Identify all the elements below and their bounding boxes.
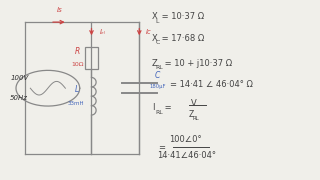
Text: L: L xyxy=(156,19,159,24)
Text: 100V: 100V xyxy=(10,75,28,81)
Text: Z: Z xyxy=(152,59,158,68)
Text: X: X xyxy=(152,12,158,21)
Text: 33mH: 33mH xyxy=(67,101,84,106)
Text: Ic: Ic xyxy=(146,29,152,35)
Text: RL: RL xyxy=(156,65,164,70)
Text: V: V xyxy=(191,99,196,108)
Text: =: = xyxy=(158,143,165,152)
Text: 180μF: 180μF xyxy=(149,84,166,89)
Text: Z: Z xyxy=(189,110,194,119)
Text: 100∠0°: 100∠0° xyxy=(169,135,202,144)
Bar xyxy=(85,47,98,69)
Text: = 10 + j10·37 Ω: = 10 + j10·37 Ω xyxy=(162,59,232,68)
Text: = 14·41 ∠ 46·04° Ω: = 14·41 ∠ 46·04° Ω xyxy=(170,80,252,89)
Text: RL: RL xyxy=(193,116,199,121)
Text: Iₑₗ: Iₑₗ xyxy=(100,29,105,35)
Text: I: I xyxy=(152,103,155,112)
Text: X: X xyxy=(152,34,158,43)
Text: = 10·37 Ω: = 10·37 Ω xyxy=(159,12,204,21)
Text: 10Ω: 10Ω xyxy=(71,62,84,67)
Text: RL: RL xyxy=(156,110,164,115)
Text: C: C xyxy=(156,40,160,45)
Text: = 17·68 Ω: = 17·68 Ω xyxy=(159,34,204,43)
Text: =: = xyxy=(162,103,171,112)
Text: 14·41∠46·04°: 14·41∠46·04° xyxy=(157,151,217,160)
Text: L: L xyxy=(75,85,79,94)
Text: R: R xyxy=(75,47,80,56)
Text: Is: Is xyxy=(57,7,62,13)
Text: C: C xyxy=(155,71,160,80)
Text: 50Hz: 50Hz xyxy=(10,95,28,101)
